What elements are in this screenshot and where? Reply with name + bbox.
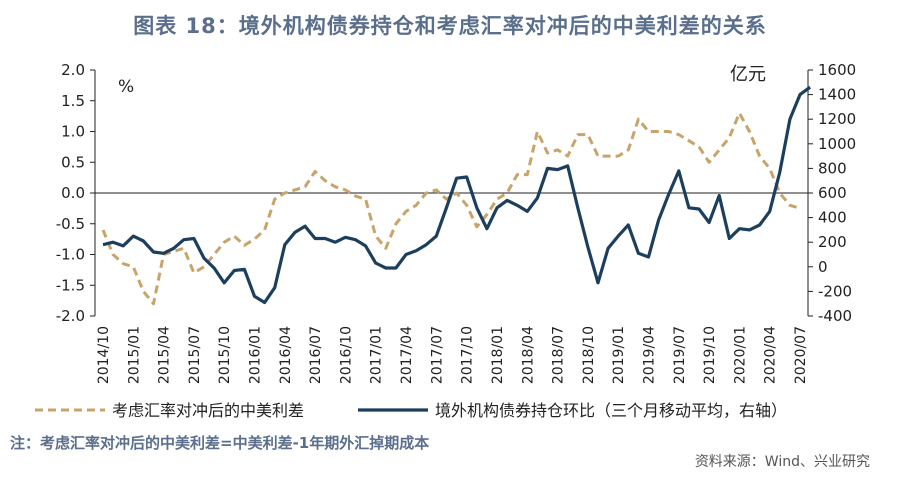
x-tick-label: 2020/04 xyxy=(763,326,779,384)
left-tick-label: -1.0 xyxy=(56,246,85,264)
data-source: 资料来源：Wind、兴业研究 xyxy=(694,454,870,470)
x-tick-label: 2017/01 xyxy=(369,326,385,384)
x-tick-label: 2020/07 xyxy=(793,326,809,384)
right-tick-label: 600 xyxy=(818,184,847,202)
legend-label-holdings: 境外机构债券持仓环比（三个月移动平均，右轴） xyxy=(435,401,787,420)
right-axis-unit: 亿元 xyxy=(730,64,766,85)
x-tick-label: 2015/04 xyxy=(157,326,173,384)
hedged-spread-line xyxy=(101,111,801,306)
x-tick-label: 2019/10 xyxy=(702,326,718,384)
right-tick-label: 0 xyxy=(818,258,828,276)
x-tick-label: 2019/04 xyxy=(641,326,657,384)
left-tick-label: -0.5 xyxy=(56,215,85,233)
right-tick-label: 400 xyxy=(818,209,847,227)
x-tick-label: 2015/07 xyxy=(187,326,203,384)
left-tick-label: -2.0 xyxy=(56,307,85,325)
chart-footnote: 注：考虑汇率对冲后的中美利差=中美利差-1年期外汇掉期成本 xyxy=(10,434,430,452)
x-tick-label: 2016/07 xyxy=(308,326,324,384)
legend-label-spread: 考虑汇率对冲后的中美利差 xyxy=(112,401,304,420)
left-tick-label: 2.0 xyxy=(61,61,85,79)
right-tick-label: 1200 xyxy=(818,110,856,128)
right-tick-label: 800 xyxy=(818,159,847,177)
right-tick-label: 1600 xyxy=(818,61,856,79)
x-tick-label: 2020/01 xyxy=(732,326,748,384)
x-tick-label: 2015/01 xyxy=(126,326,142,384)
x-tick-label: 2018/04 xyxy=(520,326,536,384)
x-tick-label: 2016/01 xyxy=(248,326,264,384)
x-tick-label: 2019/01 xyxy=(611,326,627,384)
left-tick-label: 1.0 xyxy=(61,123,85,141)
left-tick-label: -1.5 xyxy=(56,276,85,294)
x-tick-label: 2016/04 xyxy=(278,326,294,384)
x-tick-label: 2017/04 xyxy=(399,326,415,384)
right-tick-label: -400 xyxy=(818,307,852,325)
x-tick-label: 2018/10 xyxy=(581,326,597,384)
chart-title: 图表 18：境外机构债券持仓和考虑汇率对冲后的中美利差的关系 xyxy=(133,14,767,38)
left-tick-label: 0.5 xyxy=(61,153,85,171)
x-tick-label: 2018/01 xyxy=(490,326,506,384)
holdings-change-line xyxy=(102,85,812,305)
x-tick-label: 2019/07 xyxy=(672,326,688,384)
x-tick-label: 2015/10 xyxy=(217,326,233,384)
right-tick-label: 1000 xyxy=(818,135,856,153)
x-tick-label: 2018/07 xyxy=(551,326,567,384)
right-tick-label: 200 xyxy=(818,233,847,251)
x-tick-label: 2017/10 xyxy=(460,326,476,384)
right-tick-label: -200 xyxy=(818,282,852,300)
left-axis-unit: % xyxy=(118,77,134,97)
right-tick-label: 1400 xyxy=(818,86,856,104)
left-tick-label: 1.5 xyxy=(61,92,85,110)
x-tick-label: 2016/10 xyxy=(338,326,354,384)
left-tick-label: 0.0 xyxy=(61,184,85,202)
x-tick-label: 2014/10 xyxy=(96,326,112,384)
x-tick-label: 2017/07 xyxy=(429,326,445,384)
